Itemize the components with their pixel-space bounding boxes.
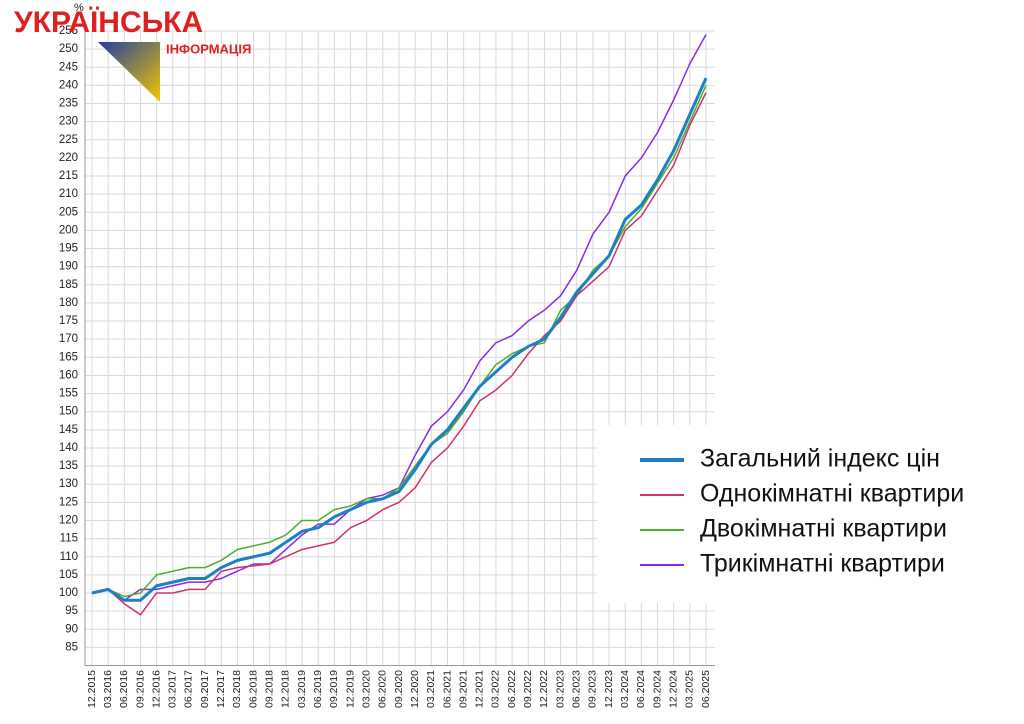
y-tick-label: 175	[59, 315, 78, 327]
y-tick-label: 105	[59, 569, 78, 581]
x-tick-label: 03.2024	[619, 670, 631, 708]
y-tick-label: 85	[65, 641, 78, 653]
y-tick-label: 255	[59, 25, 78, 37]
y-tick-label: 180	[59, 297, 78, 309]
x-tick-label: 09.2019	[328, 670, 340, 708]
logo-top: УКРАЇНСЬКА	[14, 6, 203, 39]
y-tick-label: 170	[59, 333, 78, 345]
x-tick-label: 03.2019	[296, 670, 308, 708]
logo-triangle	[98, 42, 160, 102]
y-tick-label: 165	[59, 351, 78, 363]
x-tick-label: 09.2016	[134, 670, 146, 708]
logo-bottom: ІНФОРМАЦІЯ	[166, 41, 251, 56]
x-tick-label: 03.2017	[167, 670, 179, 708]
x-tick-label: 06.2025	[700, 670, 712, 708]
x-tick-label: 06.2020	[377, 670, 389, 708]
y-tick-label: 190	[59, 261, 78, 273]
x-tick-label: 06.2019	[312, 670, 324, 708]
y-tick-label: 110	[60, 551, 78, 563]
y-tick-label: 220	[59, 152, 78, 164]
y-tick-label: 145	[59, 424, 78, 436]
y-tick-label: 240	[59, 79, 78, 91]
legend-label: Однокімнатні квартири	[700, 480, 964, 508]
legend-box	[597, 425, 1024, 603]
x-tick-label: 09.2022	[522, 670, 534, 708]
legend-label: Двокімнатні квартири	[700, 515, 947, 543]
y-tick-label: 135	[59, 460, 78, 472]
legend-label: Загальний індекс цін	[700, 445, 940, 473]
y-tick-label: 90	[65, 623, 78, 635]
series-line	[91, 92, 707, 616]
x-tick-label: 06.2024	[635, 670, 647, 708]
y-tick-label: 245	[59, 61, 78, 73]
x-tick-label: 09.2024	[651, 670, 663, 708]
series-line	[91, 77, 708, 602]
y-tick-label: 115	[60, 533, 78, 545]
x-tick-label: 09.2023	[587, 670, 599, 708]
legend-label: Трикімнатні квартири	[700, 550, 945, 578]
x-tick-label: 09.2017	[199, 670, 211, 708]
y-unit: %	[74, 2, 84, 14]
x-tick-label: 12.2021	[474, 670, 486, 708]
x-tick-label: 03.2018	[231, 670, 243, 708]
x-tick-label: 06.2017	[183, 670, 195, 708]
x-tick-label: 03.2021	[425, 670, 437, 708]
x-tick-label: 12.2016	[150, 670, 162, 708]
x-tick-label: 12.2023	[603, 670, 615, 708]
y-tick-label: 235	[59, 98, 78, 110]
y-tick-label: 130	[59, 478, 78, 490]
y-tick-label: 160	[59, 369, 78, 381]
x-tick-label: 06.2016	[118, 670, 130, 708]
x-tick-label: 09.2020	[393, 670, 405, 708]
x-tick-label: 06.2023	[571, 670, 583, 708]
x-tick-label: 12.2017	[215, 670, 227, 708]
x-tick-label: 03.2022	[490, 670, 502, 708]
x-tick-label: 09.2018	[264, 670, 276, 708]
y-tick-label: 205	[59, 206, 78, 218]
y-tick-label: 155	[59, 388, 78, 400]
x-tick-label: 12.2020	[409, 670, 421, 708]
y-tick-label: 100	[59, 587, 78, 599]
y-tick-label: 230	[59, 116, 78, 128]
x-tick-label: 03.2016	[102, 670, 114, 708]
y-tick-label: 120	[59, 515, 78, 527]
x-tick-label: 12.2018	[280, 670, 292, 708]
y-tick-label: 210	[59, 188, 78, 200]
y-tick-label: 125	[59, 496, 78, 508]
x-tick-label: 03.2025	[684, 670, 696, 708]
y-tick-label: 200	[59, 224, 78, 236]
x-tick-label: 12.2022	[538, 670, 550, 708]
x-tick-label: 03.2020	[360, 670, 372, 708]
y-tick-label: 225	[59, 134, 78, 146]
y-tick-label: 185	[59, 279, 78, 291]
plot-area: 85 90 95 100 105 110 115 120 125 130 135 140 145 150 1…	[59, 25, 715, 708]
x-tick-label: 09.2021	[457, 670, 469, 708]
y-tick-label: 195	[59, 243, 78, 255]
y-tick-label: 250	[59, 43, 78, 55]
x-tick-label: 06.2018	[247, 670, 259, 708]
x-tick-label: 12.2024	[667, 670, 679, 708]
y-tick-label: 95	[65, 605, 78, 617]
x-tick-label: 12.2019	[344, 670, 356, 708]
x-tick-label: 06.2021	[441, 670, 453, 708]
y-tick-label: 150	[59, 406, 78, 418]
x-tick-label: 06.2022	[506, 670, 518, 708]
y-tick-label: 215	[59, 170, 78, 182]
y-tick-label: 140	[59, 442, 78, 454]
x-tick-label: 12.2015	[86, 670, 98, 708]
legend: Загальний індекс цін Однокімнатні квартир…	[640, 445, 964, 578]
x-tick-label: 03.2023	[554, 670, 566, 708]
